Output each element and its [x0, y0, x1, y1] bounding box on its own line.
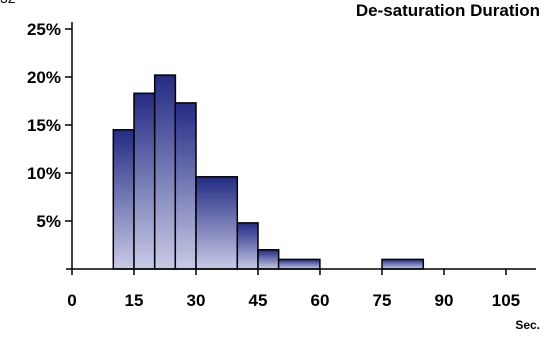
histogram-bars — [112, 74, 425, 270]
histogram-bar — [133, 92, 156, 270]
tick-labels: 5% 10% 15% 20% 25% 0 15 30 45 60 75 90 105 — [27, 20, 520, 310]
histogram-bar — [112, 129, 135, 270]
y-tick-label: 25% — [27, 20, 61, 39]
axes — [66, 22, 536, 270]
y-tick-label: 20% — [27, 68, 61, 87]
histogram-bar — [236, 222, 259, 270]
y-tick-label: 10% — [27, 164, 61, 183]
x-tick-label: 15 — [125, 291, 144, 310]
histogram-bar — [257, 249, 280, 270]
histogram-bar — [277, 258, 321, 270]
x-tick-label: 105 — [492, 291, 520, 310]
histogram-bar — [195, 176, 239, 270]
x-tick-label: 30 — [187, 291, 206, 310]
y-tick-label: 15% — [27, 116, 61, 135]
chart-title: De-saturation Duration — [355, 1, 540, 20]
clipped-top-label: 32 — [0, 0, 16, 5]
x-tick-label: 0 — [67, 291, 76, 310]
x-tick-label: 90 — [435, 291, 454, 310]
x-axis-unit-label: Sec. — [515, 318, 540, 332]
histogram-bar — [381, 258, 425, 270]
x-tick-label: 45 — [249, 291, 268, 310]
histogram-bar — [174, 102, 197, 270]
y-tick-label: 5% — [36, 212, 61, 231]
x-tick-label: 75 — [373, 291, 392, 310]
x-tick-label: 60 — [311, 291, 330, 310]
histogram-bar — [153, 74, 177, 270]
